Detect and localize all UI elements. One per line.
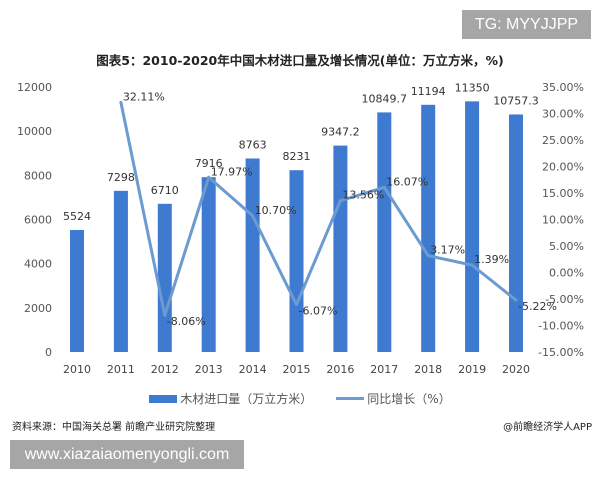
legend-bar-label: 木材进口量（万立方米）: [180, 392, 313, 406]
bar-data-label: 11194: [411, 85, 446, 98]
right-tick-label: 30.00%: [542, 108, 584, 121]
x-tick-label: 2012: [151, 363, 179, 376]
line-data-label: 10.70%: [255, 204, 297, 217]
line-data-label: -8.06%: [167, 315, 206, 328]
bar-data-label: 7916: [195, 157, 223, 170]
left-tick-label: 8000: [24, 169, 52, 182]
left-tick-label: 10000: [17, 125, 52, 138]
line-point: [119, 100, 123, 104]
source-note: 资料来源：中国海关总署 前瞻产业研究院整理: [12, 422, 216, 433]
bar-data-label: 11350: [455, 81, 490, 94]
bar-data-label: 10757.3: [493, 94, 539, 107]
bar-data-label: 9347.2: [321, 126, 360, 139]
right-tick-label: 10.00%: [542, 214, 584, 227]
x-tick-label: 2015: [283, 363, 311, 376]
left-tick-label: 6000: [24, 214, 52, 227]
line-data-label: 1.39%: [474, 253, 509, 266]
legend-line-swatch: [336, 397, 365, 400]
line-data-label: -5.22%: [518, 300, 557, 313]
left-tick-label: 2000: [24, 302, 52, 315]
line-point: [295, 303, 298, 307]
bar: [333, 145, 348, 352]
bar-data-label: 10849.7: [362, 92, 408, 105]
bar: [377, 112, 392, 352]
bar-data-label: 8231: [283, 150, 311, 163]
right-tick-label: 15.00%: [542, 187, 584, 200]
bar: [421, 104, 436, 352]
bar-data-label: 5524: [63, 210, 91, 223]
right-tick-label: 5.00%: [549, 240, 584, 253]
x-tick-label: 2014: [239, 363, 267, 376]
watermark-bottom: www.xiazaiaomenyongli.com: [10, 440, 244, 469]
line-point: [470, 263, 474, 267]
bar: [157, 203, 172, 352]
line-point: [426, 254, 430, 258]
right-tick-label: 35.00%: [542, 81, 584, 94]
left-tick-label: 0: [45, 346, 52, 359]
bar-data-label: 6710: [151, 184, 179, 197]
bar: [509, 114, 523, 352]
bar: [289, 170, 304, 352]
line-point: [251, 214, 255, 218]
bar: [201, 177, 216, 352]
x-tick-label: 2017: [370, 363, 398, 376]
line-point: [207, 175, 211, 179]
line-data-label: 32.11%: [123, 90, 165, 103]
bar-data-label: 7298: [107, 171, 135, 184]
line-data-label: 13.56%: [342, 189, 384, 202]
x-tick-label: 2020: [502, 363, 530, 376]
x-tick-label: 2018: [414, 363, 442, 376]
legend: 木材进口量（万立方米） 同比增长（%）: [0, 390, 600, 407]
x-tick-label: 2010: [63, 363, 91, 376]
right-tick-label: 20.00%: [542, 161, 584, 174]
line-point: [163, 313, 167, 317]
right-tick-label: 25.00%: [542, 134, 584, 147]
right-tick-label: -5.00%: [545, 293, 584, 306]
line-data-label: 17.97%: [211, 165, 253, 178]
right-tick-label: 0.00%: [549, 267, 584, 280]
left-tick-label: 12000: [17, 81, 52, 94]
watermark-top: TG: MYYJJPP: [462, 10, 591, 39]
bar: [245, 158, 260, 352]
right-tick-label: -15.00%: [538, 346, 584, 359]
left-tick-label: 4000: [24, 258, 52, 271]
bar-data-label: 8763: [239, 138, 267, 151]
bar: [113, 190, 128, 352]
line-data-label: -6.07%: [299, 305, 338, 318]
line-point: [382, 185, 386, 189]
bar: [465, 101, 480, 353]
line-data-label: 3.17%: [430, 244, 465, 257]
line-point: [514, 298, 518, 302]
bar: [70, 230, 84, 352]
credit: @前瞻经济学人APP: [503, 422, 592, 433]
line-point: [338, 199, 342, 203]
right-tick-label: -10.00%: [538, 320, 584, 333]
x-tick-label: 2019: [458, 363, 486, 376]
legend-bar-swatch: [149, 394, 178, 403]
x-tick-label: 2011: [107, 363, 135, 376]
x-tick-label: 2013: [195, 363, 223, 376]
growth-line: [119, 102, 517, 317]
legend-line-label: 同比增长（%）: [367, 392, 451, 406]
line-data-label: 16.07%: [386, 175, 428, 188]
chart-title: 图表5：2010-2020年中国木材进口量及增长情况(单位：万立方米，%): [96, 53, 504, 68]
x-tick-label: 2016: [326, 363, 354, 376]
chart: 0 2000 4000 6000 8000 10000 12000 -15.00% -10.00…: [17, 81, 584, 376]
